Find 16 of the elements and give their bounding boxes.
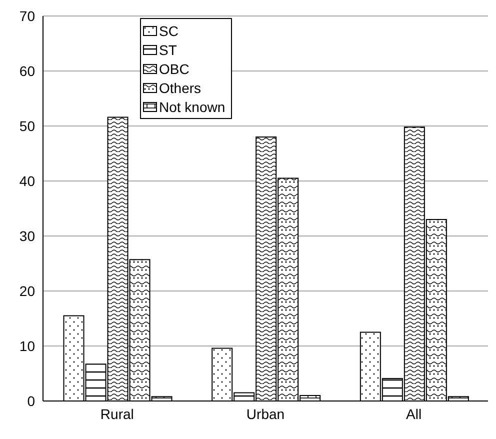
- y-tick-label: 30: [19, 228, 36, 244]
- legend-label: Not known: [159, 98, 226, 114]
- x-tick-label: Rural: [100, 406, 134, 422]
- x-tick-label: Urban: [246, 406, 285, 422]
- legend-label: ST: [159, 42, 177, 58]
- legend-label: SC: [159, 22, 178, 38]
- y-tick-label: 40: [19, 172, 36, 189]
- y-tick-label: 20: [19, 282, 36, 299]
- y-tick-label: 70: [19, 8, 36, 24]
- y-tick-label: 60: [19, 62, 36, 79]
- x-tick-label: All: [406, 406, 422, 422]
- legend-label: OBC: [159, 60, 190, 76]
- y-tick-label: 50: [19, 118, 36, 134]
- y-tick-label: 0: [27, 392, 36, 409]
- y-tick-label: 10: [19, 338, 36, 354]
- legend-label: Others: [159, 80, 202, 96]
